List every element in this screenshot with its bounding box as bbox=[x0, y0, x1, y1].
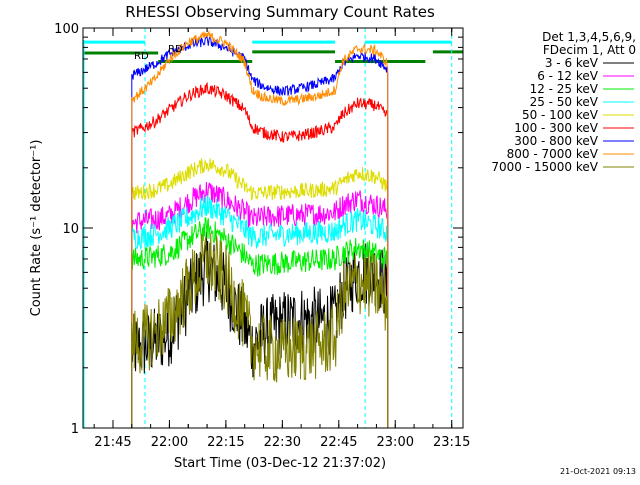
series-8-line bbox=[131, 232, 389, 428]
series-5-line bbox=[131, 81, 389, 428]
x-tick-label-3: 22:30 bbox=[264, 435, 301, 450]
legend-label-3: 25 - 50 keV bbox=[530, 95, 599, 109]
legend-label-6: 300 - 800 keV bbox=[514, 134, 598, 148]
x-axis-label: Start Time (03-Dec-12 21:37:02) bbox=[174, 456, 386, 471]
chart-title: RHESSI Observing Summary Count Rates bbox=[125, 3, 435, 21]
render-timestamp: 21-Oct-2021 09:13 bbox=[560, 467, 636, 476]
x-tick-label-2: 22:15 bbox=[207, 435, 244, 450]
annotation-rd-2: RD bbox=[168, 44, 183, 55]
vertical-markers bbox=[83, 28, 453, 428]
y-tick-label-2: 100 bbox=[54, 22, 79, 37]
legend-header-line-1: Det 1,3,4,5,6,9, bbox=[542, 30, 636, 44]
series-4-line bbox=[131, 158, 389, 428]
x-tick-label-0: 21:45 bbox=[94, 435, 131, 450]
series-0-line bbox=[131, 231, 389, 428]
flag-lines bbox=[83, 40, 463, 63]
x-tick-label-4: 22:45 bbox=[320, 435, 357, 450]
legend: Det 1,3,4,5,6,9, FDecim 1, Att 0 3 - 6 k… bbox=[491, 30, 636, 174]
legend-header-line-2: FDecim 1, Att 0 bbox=[543, 43, 636, 57]
series-2-line bbox=[131, 217, 389, 428]
y-axis-label: Count Rate (s⁻¹ detector⁻¹) bbox=[29, 140, 44, 317]
series-7-line bbox=[131, 29, 389, 428]
x-tick-label-1: 22:00 bbox=[151, 435, 188, 450]
y-tick-label-1: 10 bbox=[62, 222, 79, 237]
legend-label-0: 3 - 6 keV bbox=[545, 56, 599, 70]
axes-group: 21:45 22:00 22:15 22:30 22:45 23:00 23:15 1 10 10… bbox=[54, 22, 470, 450]
series-group bbox=[131, 29, 389, 428]
legend-label-5: 100 - 300 keV bbox=[514, 121, 598, 135]
legend-label-2: 12 - 25 keV bbox=[530, 82, 599, 96]
annotation-rd-1: RD bbox=[134, 51, 149, 62]
y-tick-label-0: 1 bbox=[71, 422, 79, 437]
legend-label-1: 6 - 12 keV bbox=[537, 69, 599, 83]
legend-label-7: 800 - 7000 keV bbox=[507, 147, 599, 161]
series-3-line bbox=[131, 194, 389, 428]
x-tick-label-5: 23:00 bbox=[377, 435, 414, 450]
legend-label-4: 50 - 100 keV bbox=[522, 108, 599, 122]
legend-label-8: 7000 - 15000 keV bbox=[491, 160, 598, 174]
x-tick-label-6: 23:15 bbox=[433, 435, 470, 450]
